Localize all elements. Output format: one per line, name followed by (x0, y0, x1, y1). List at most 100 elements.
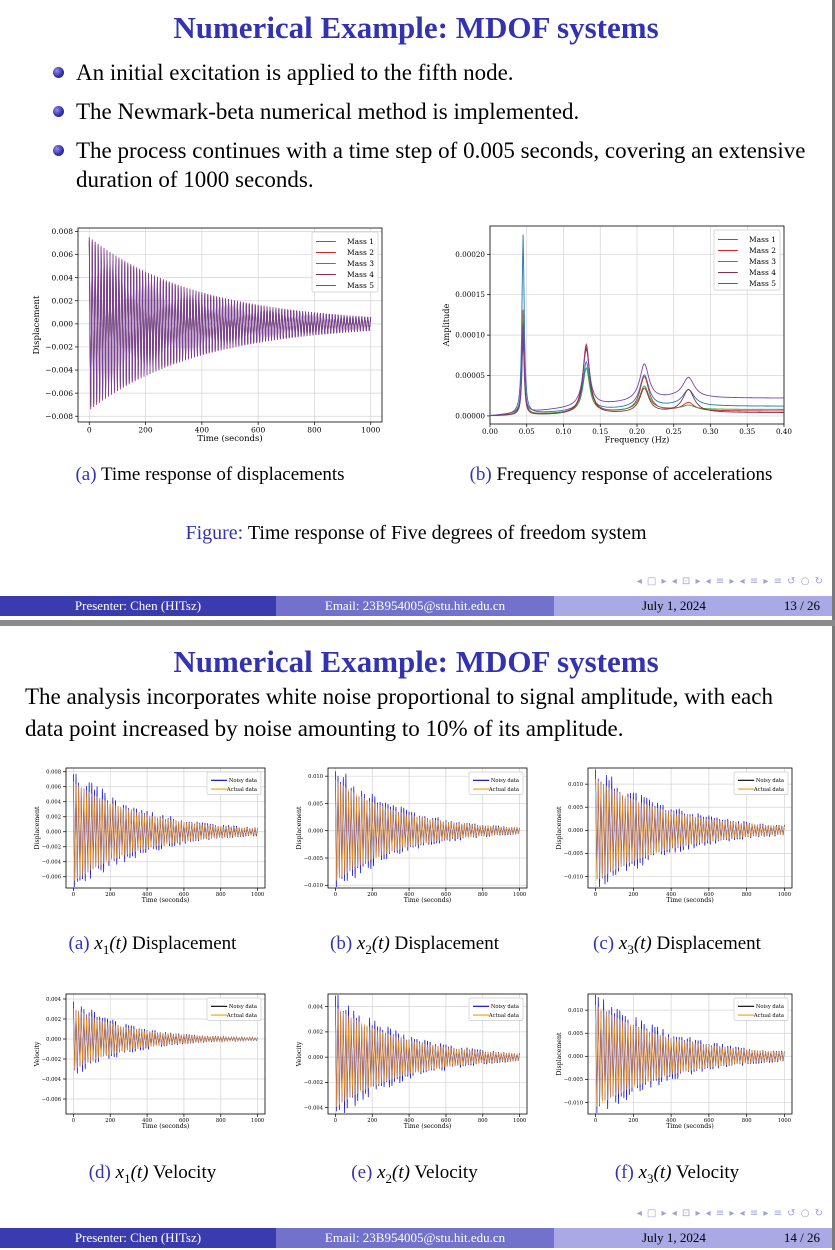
x-tick-label: 0.40 (776, 427, 792, 436)
x-tick-label: 600 (704, 892, 714, 898)
legend-entry: Actual data (488, 1013, 519, 1019)
caption-label: (b) (330, 933, 353, 954)
intro-paragraph: The analysis incorporates white noise pr… (25, 684, 773, 741)
y-tick-label: 0.005 (308, 801, 323, 807)
series-line-mass-5 (489, 323, 784, 417)
y-tick-label: −0.005 (564, 1077, 583, 1083)
footer-email: Email: 23B954005@stu.hit.edu.cn (276, 1228, 554, 1248)
legend-entry: Noisy data (491, 1004, 519, 1010)
bullet-list: An initial excitation is applied to the … (48, 58, 808, 204)
footer-email: Email: 23B954005@stu.hit.edu.cn (276, 596, 554, 616)
y-tick-label: 0.004 (46, 997, 62, 1003)
x-tick-label: 800 (216, 892, 226, 898)
plot-frame (327, 767, 528, 889)
figure-caption: Figure: Time response of Five degrees of… (0, 522, 832, 545)
y-tick-label: −0.005 (564, 851, 583, 857)
series-line-actual (73, 1007, 258, 1070)
caption-argument: (t) (392, 1162, 410, 1183)
caption-argument: (t) (109, 933, 128, 954)
caption-subscript: 2 (385, 1170, 393, 1186)
x-axis-label: Time (seconds) (666, 1123, 714, 1130)
y-tick-label: 0.006 (52, 250, 74, 259)
caption-argument: (t) (130, 1162, 149, 1183)
x-axis-label: Time (seconds) (197, 433, 262, 444)
legend-entry: Mass 3 (749, 257, 776, 266)
bullet-text: An initial excitation is applied to the … (76, 60, 514, 85)
chart-time-response: 0 200 400 600 800 1000 −0.008 −0.006 −0.004 −0.00… (32, 227, 383, 444)
caption-variable: x (356, 933, 366, 954)
caption-argument: (t) (633, 933, 652, 954)
caption-e: (e) x2(t) Velocity (292, 1162, 537, 1187)
y-tick-label: −0.005 (304, 856, 323, 862)
series-line-actual (595, 1004, 785, 1107)
chart-x2-displacement: 0 200 400 600 800 1000 −0.010 −0.005 0.000 0.005 0… (296, 767, 528, 904)
caption-label: (d) (88, 1162, 111, 1183)
x-tick-label: 1000 (251, 1118, 264, 1124)
y-tick-label: −0.008 (45, 412, 73, 421)
x-tick-label: 200 (138, 426, 153, 435)
caption-argument: (t) (653, 1162, 672, 1183)
y-tick-label: 0.000 (308, 829, 323, 835)
y-tick-label: 0.002 (46, 815, 61, 821)
caption-variable: x (638, 1162, 647, 1183)
caption-subscript: 2 (365, 941, 372, 957)
x-tick-label: 0 (334, 1118, 337, 1124)
x-tick-label: 200 (105, 1118, 115, 1124)
y-axis-label: Displacement (556, 1032, 563, 1075)
page-number: 13 / 26 (783, 598, 820, 613)
y-tick-label: −0.006 (42, 875, 61, 881)
caption-text: Velocity (409, 1162, 478, 1183)
series-line-actual (335, 1006, 520, 1107)
legend-entry: Mass 3 (347, 259, 374, 268)
legend-entry: Mass 4 (347, 270, 374, 279)
footer: Presenter: Chen (HITsz) Email: 23B954005… (0, 596, 832, 616)
x-tick-label: 1000 (251, 892, 264, 898)
legend-entry: Mass 1 (347, 237, 374, 246)
caption-label: (a) (75, 464, 97, 485)
y-tick-label: −0.002 (42, 1057, 61, 1063)
x-tick-label: 0 (334, 892, 337, 898)
y-axis-label: Velocity (296, 1041, 303, 1067)
x-tick-label: 200 (628, 1118, 638, 1124)
caption-subscript: 3 (647, 1170, 654, 1186)
caption-variable: x (115, 1162, 125, 1183)
x-tick-label: 800 (216, 1118, 226, 1124)
x-axis-label: Time (seconds) (404, 1123, 452, 1130)
series-line-mass-1 (489, 234, 784, 416)
caption-subscript: 1 (124, 1170, 131, 1186)
x-tick-label: 400 (142, 892, 152, 898)
x-tick-label: 800 (307, 426, 322, 435)
y-tick-label: −0.002 (45, 343, 73, 352)
y-tick-label: 0.000 (52, 319, 74, 328)
y-tick-label: 0.004 (52, 273, 74, 282)
x-tick-label: 0 (594, 892, 597, 898)
x-axis-label: Time (seconds) (142, 1123, 190, 1130)
x-tick-label: 0 (87, 426, 92, 435)
caption-argument: (t) (371, 933, 390, 954)
y-tick-label: 0.002 (308, 1030, 323, 1036)
legend-entry: Actual data (226, 787, 257, 793)
chart-x2-velocity: 0 200 400 600 800 1000 −0.004 −0.002 0.000 0.002 0… (296, 993, 528, 1130)
y-tick-label: 0.00000 (455, 411, 485, 420)
x-tick-label: 0 (72, 892, 75, 898)
caption-subscript: 1 (102, 941, 110, 957)
y-tick-label: −0.004 (42, 860, 62, 866)
footer-presenter: Presenter: Chen (HITsz) (0, 596, 276, 616)
x-tick-label: 1000 (778, 1118, 791, 1124)
caption-text: Frequency response of accelerations (491, 464, 773, 485)
x-tick-label: 600 (704, 1118, 714, 1124)
legend-entry: Actual data (488, 787, 519, 793)
x-tick-label: 0.05 (519, 427, 535, 436)
beamer-navigation[interactable]: ◂ □ ▸ ◂ ⊡ ▸ ◂ ≡ ▸ ◂ ≡ ▸ ≡ ↺ ○ ↻ (636, 576, 824, 587)
caption-subscript: 3 (627, 941, 634, 957)
bullet-text: The process continues with a time step o… (76, 138, 806, 192)
x-tick-label: 400 (666, 892, 676, 898)
caption-d: (d) x1(t) Velocity (30, 1162, 275, 1187)
bullet-item: The process continues with a time step o… (48, 136, 808, 194)
y-axis-label: Displacement (32, 295, 42, 354)
caption-label: (e) (351, 1162, 373, 1183)
chart-x3-displacement: 0 200 400 600 800 1000 −0.010 −0.005 0.000 0.005 0… (556, 767, 793, 904)
beamer-navigation[interactable]: ◂ □ ▸ ◂ ⊡ ▸ ◂ ≡ ▸ ◂ ≡ ▸ ≡ ↺ ○ ↻ (636, 1208, 824, 1219)
caption-a: (a) x1(t) Displacement (30, 933, 275, 958)
y-tick-label: −0.006 (42, 1097, 61, 1103)
